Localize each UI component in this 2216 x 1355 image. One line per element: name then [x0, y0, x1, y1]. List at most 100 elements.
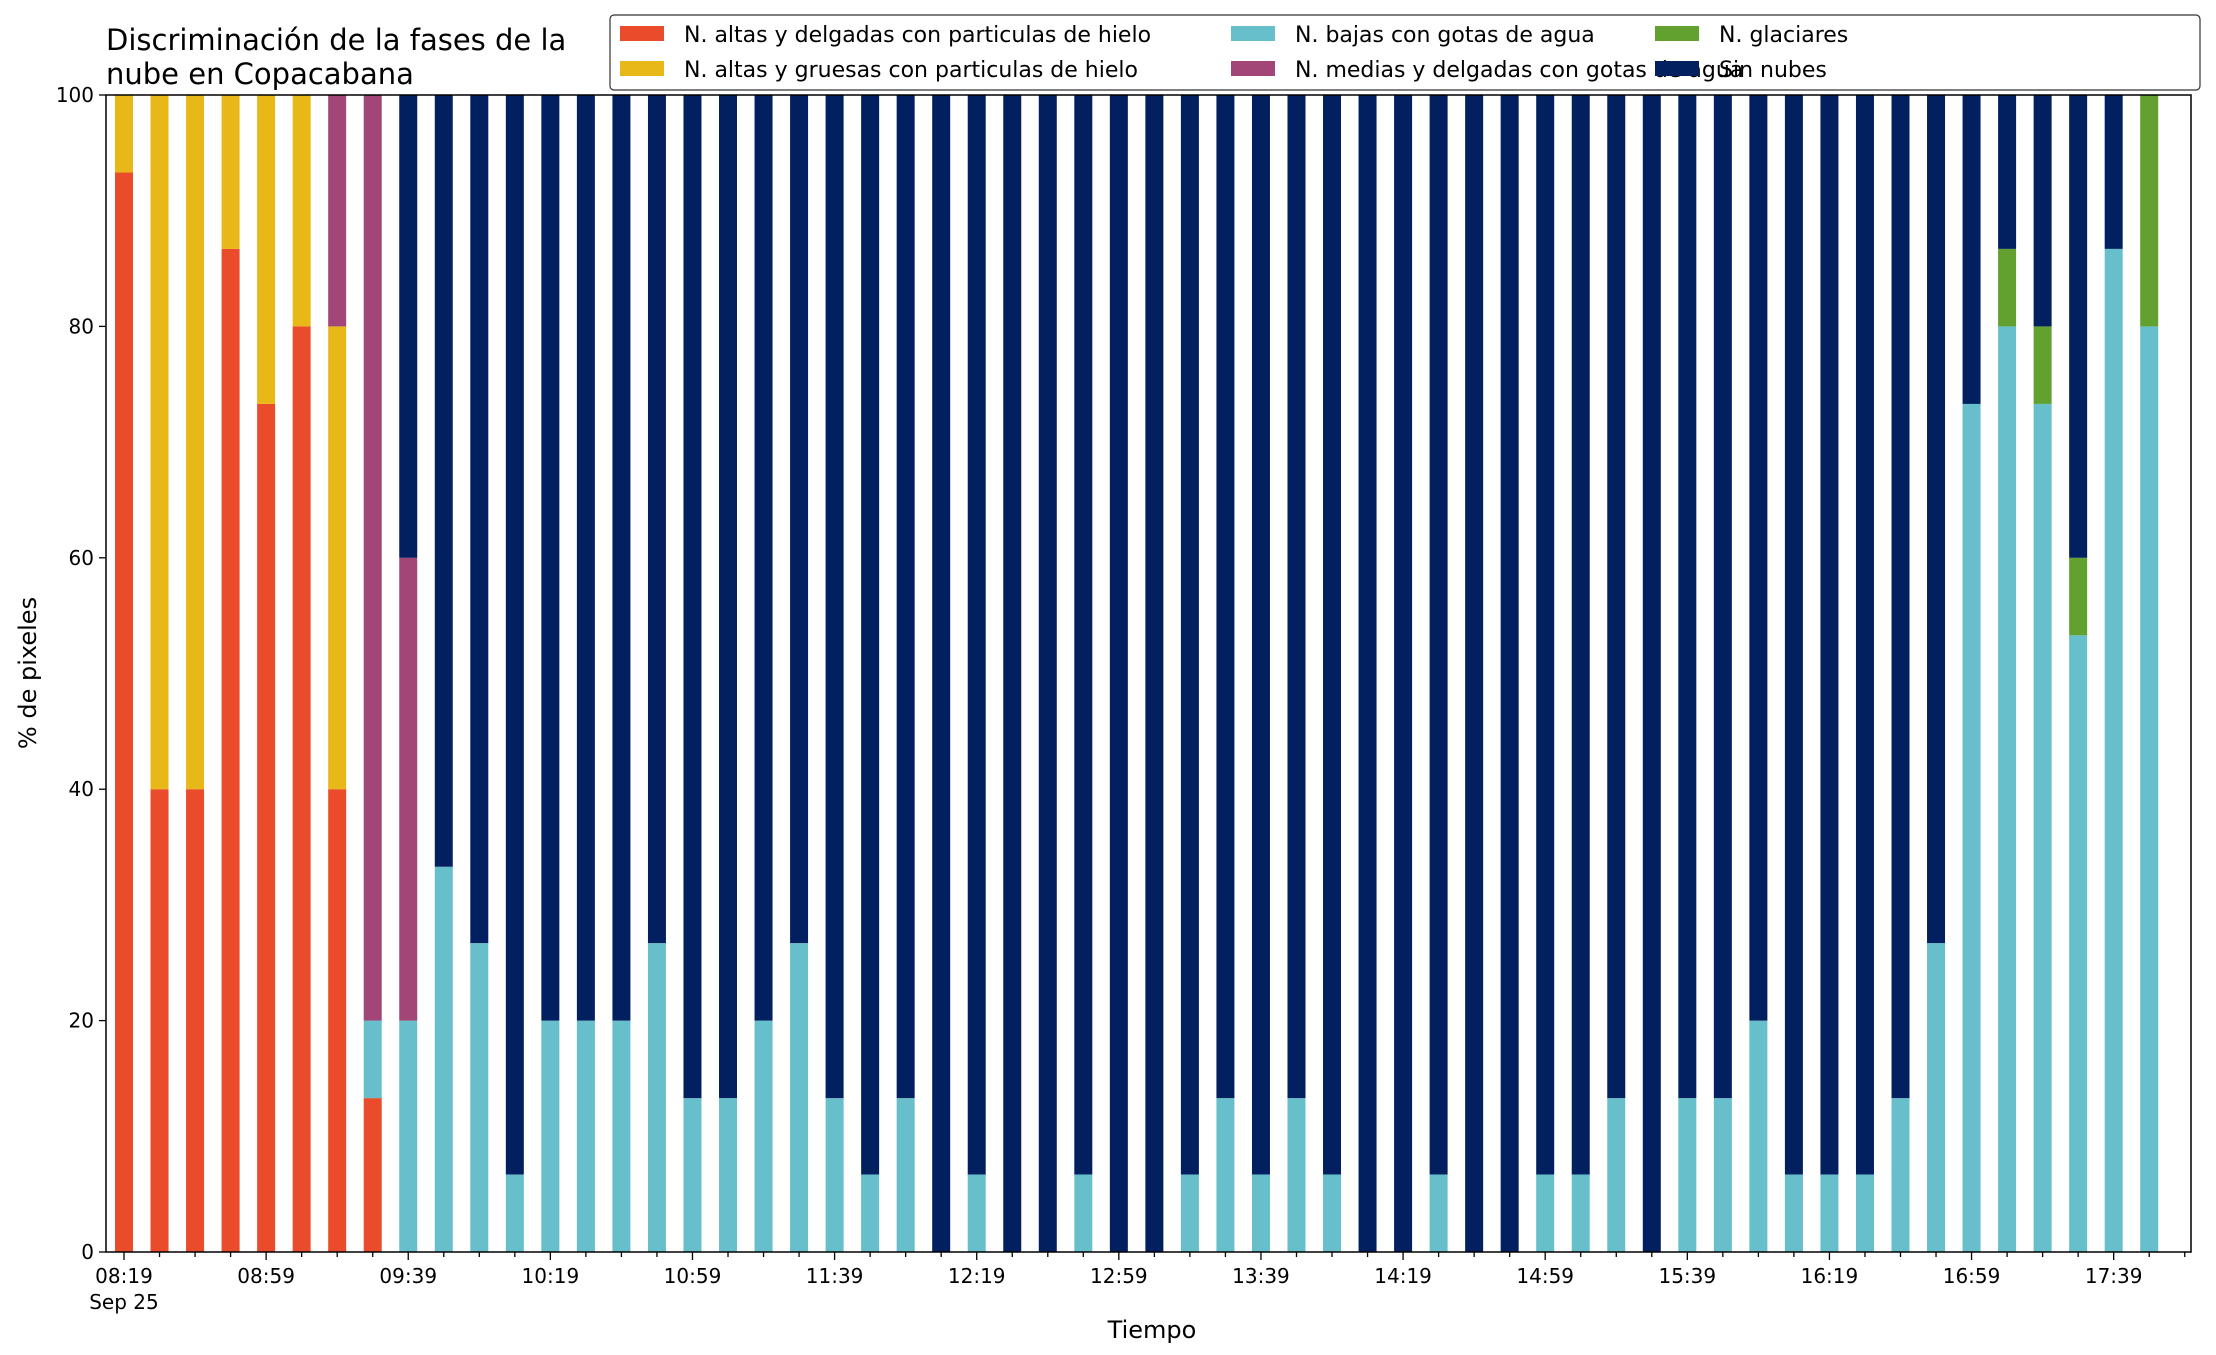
- bar-segment: [647, 943, 666, 1252]
- legend-swatch: [1655, 26, 1699, 41]
- x-tick-label: 12:59: [1090, 1264, 1148, 1288]
- bar-segment: [1998, 326, 2017, 1252]
- bar-segment: [505, 1174, 524, 1252]
- bar-segment: [2104, 248, 2123, 1252]
- bar-segment: [150, 789, 169, 1252]
- bar-segment: [2069, 635, 2088, 1252]
- bar-segment: [186, 789, 205, 1252]
- legend: N. altas y delgadas con particulas de hi…: [609, 14, 2201, 91]
- bar-segment: [1998, 95, 2017, 249]
- bar-segment: [1109, 95, 1128, 1252]
- x-tick-label: 15:39: [1658, 1264, 1716, 1288]
- bar-segment: [967, 95, 986, 1175]
- bar-segment: [328, 789, 347, 1252]
- x-tick-label: 16:59: [1943, 1264, 2001, 1288]
- bar-segment: [1536, 1174, 1555, 1252]
- y-axis: 0 20 40 60 80 100: [56, 83, 106, 1264]
- bar-segment: [683, 95, 702, 1099]
- bar-segment: [1003, 95, 1022, 1252]
- bar-segment: [1429, 1174, 1448, 1252]
- bar-segment: [1074, 95, 1093, 1175]
- bar-segment: [1784, 95, 1803, 1175]
- bar-segment: [399, 557, 418, 1021]
- bar-segment: [1536, 95, 1555, 1175]
- legend-swatch: [1231, 61, 1275, 76]
- bar-segment: [2104, 95, 2123, 249]
- x-date-label: Sep 25: [89, 1290, 159, 1314]
- legend-swatch: [1655, 61, 1699, 76]
- x-tick-label: 10:19: [522, 1264, 580, 1288]
- bar-segment: [1749, 1020, 1768, 1252]
- bar-segment: [434, 866, 453, 1252]
- chart-title-line-2: nube en Copacabana: [106, 57, 414, 91]
- bar-segment: [576, 95, 595, 1021]
- bar-segment: [1074, 1174, 1093, 1252]
- bar-segment: [1145, 95, 1164, 1252]
- bar-segment: [1607, 95, 1626, 1099]
- bar-segment: [434, 95, 453, 867]
- bar-segment: [292, 326, 311, 1252]
- legend-label: N. bajas con gotas de agua: [1295, 23, 1595, 48]
- y-tick-label: 20: [69, 1009, 94, 1033]
- bar-segment: [1784, 1174, 1803, 1252]
- bar-segment: [967, 1174, 986, 1252]
- bar-segment: [1429, 95, 1448, 1175]
- bar-segment: [576, 1020, 595, 1252]
- bar-segment: [825, 95, 844, 1099]
- y-tick-label: 100: [56, 83, 94, 107]
- bar-segment: [328, 326, 347, 790]
- bar-segment: [896, 95, 915, 1099]
- bar-segment: [1927, 943, 1946, 1252]
- x-axis: 08:19 08:59 09:39 10:19 10:59 11:39 12:19 12:59…: [89, 1252, 2186, 1314]
- legend-swatch: [1231, 26, 1275, 41]
- x-tick-label: 17:39: [2085, 1264, 2143, 1288]
- bar-segment: [292, 95, 311, 327]
- bar-segment: [1251, 95, 1270, 1175]
- bar-segment: [861, 95, 880, 1175]
- bar-segment: [399, 1020, 418, 1252]
- bar-segment: [470, 943, 489, 1252]
- bar-segment: [1927, 95, 1946, 944]
- x-tick-label: 11:39: [806, 1264, 864, 1288]
- bar-segment: [1855, 1174, 1874, 1252]
- bar-segment: [470, 95, 489, 944]
- bar-segment: [257, 403, 276, 1252]
- bar-segment: [2033, 95, 2052, 327]
- bar-segment: [257, 95, 276, 404]
- bar-segment: [541, 95, 560, 1021]
- bar-segment: [115, 95, 133, 173]
- bar-segment: [1749, 95, 1768, 1021]
- bar-segment: [1962, 403, 1981, 1252]
- y-tick-label: 40: [69, 777, 94, 801]
- bar-segment: [1713, 95, 1732, 1099]
- bar-segment: [363, 1020, 382, 1099]
- bar-segment: [363, 1098, 382, 1252]
- bar-segment: [1678, 1098, 1697, 1252]
- bar-segment: [719, 1098, 738, 1252]
- x-tick-label: 16:19: [1801, 1264, 1859, 1288]
- bar-segment: [2033, 326, 2052, 404]
- x-tick-label: 13:39: [1232, 1264, 1290, 1288]
- y-tick-label: 60: [69, 546, 94, 570]
- bar-segment: [1038, 95, 1057, 1252]
- bar-segment: [1323, 1174, 1342, 1252]
- x-tick-label: 08:19: [95, 1264, 153, 1288]
- bar-segment: [1571, 95, 1590, 1175]
- x-tick-label: 14:59: [1516, 1264, 1574, 1288]
- bar-segment: [1855, 95, 1874, 1175]
- bar-segment: [1642, 95, 1661, 1252]
- bar-segment: [1500, 95, 1519, 1252]
- bar-segment: [1891, 1098, 1910, 1252]
- bar-segment: [790, 943, 809, 1252]
- legend-label: N. altas y delgadas con particulas de hi…: [684, 23, 1151, 48]
- bar-segment: [719, 95, 738, 1099]
- bar-segment: [612, 95, 631, 1021]
- x-tick-label: 14:19: [1374, 1264, 1432, 1288]
- bar-segment: [1251, 1174, 1270, 1252]
- bar-segment: [363, 95, 382, 1021]
- bar-segment: [1820, 1174, 1839, 1252]
- bar-segment: [647, 95, 666, 944]
- bar-segment: [754, 1020, 773, 1252]
- bar-segment: [896, 1098, 915, 1252]
- bar-segment: [115, 172, 133, 1252]
